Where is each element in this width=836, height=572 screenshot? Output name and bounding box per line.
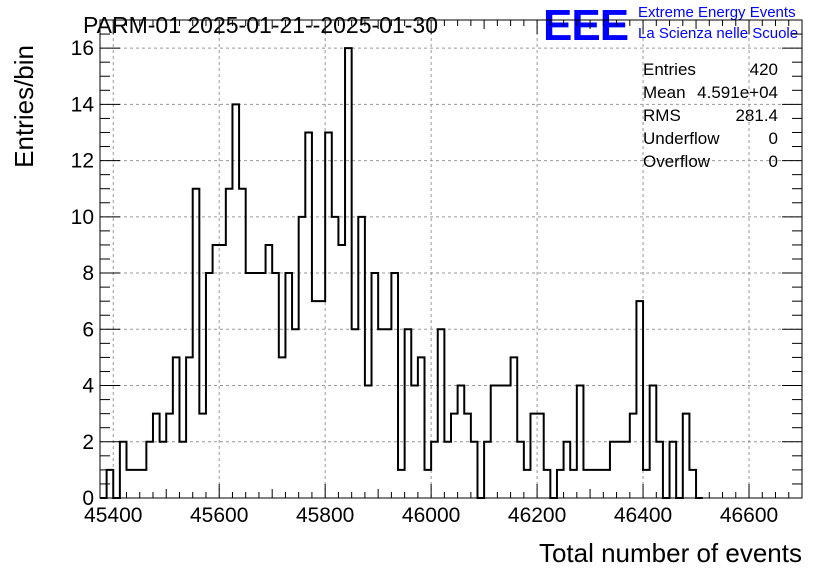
eee-logo: EEE Extreme Energy Events La Scienza nel… — [543, 1, 798, 50]
y-tick-label: 16 — [71, 37, 94, 60]
stat-label: Mean — [643, 83, 686, 102]
histogram-bin — [199, 414, 206, 498]
histogram-bin — [279, 357, 286, 498]
histogram-bin — [140, 470, 147, 498]
y-tick-label: 14 — [71, 93, 95, 116]
histogram-bin — [590, 470, 597, 498]
y-tick-label: 0 — [82, 487, 94, 510]
histogram-bin — [266, 245, 273, 498]
stat-label: RMS — [643, 106, 681, 125]
stat-label: Overflow — [643, 152, 711, 171]
stat-value: 281.4 — [735, 106, 778, 125]
histogram-bin — [643, 470, 650, 498]
eee-logo-line1: Extreme Energy Events — [638, 4, 796, 21]
histogram-bin — [378, 329, 385, 498]
stat-value: 420 — [750, 60, 778, 79]
histogram-bin — [133, 470, 140, 498]
y-tick-label: 4 — [82, 375, 94, 398]
y-tick-label: 12 — [71, 150, 94, 173]
stat-value: 0 — [769, 152, 778, 171]
x-tick-label: 46000 — [402, 504, 460, 527]
histogram-bin — [570, 470, 577, 498]
histogram-bin — [623, 442, 630, 498]
histogram-bin — [524, 470, 531, 498]
x-tick-label: 45600 — [190, 504, 248, 527]
tick-labels: 45400 45600 45800 46000 46200 46400 46600 0 2 4 6 8… — [71, 37, 779, 527]
x-tick-label: 46200 — [508, 504, 566, 527]
histogram-outline — [100, 47, 703, 499]
histogram-bin — [617, 442, 624, 498]
histogram-bin — [338, 245, 345, 498]
histogram-bin — [444, 442, 451, 498]
histogram-bin — [332, 217, 339, 498]
x-tick-label: 46600 — [720, 504, 778, 527]
y-axis-title: Entries/bin — [9, 45, 39, 168]
stat-value: 4.591e+04 — [697, 83, 778, 102]
eee-logo-mark: EEE — [543, 1, 628, 50]
stat-label: Underflow — [643, 129, 720, 148]
x-tick-label: 46400 — [614, 504, 672, 527]
histogram-bin — [213, 245, 220, 498]
y-tick-label: 6 — [82, 318, 94, 341]
x-axis-title: Total number of events — [539, 538, 802, 568]
histogram-bin — [385, 329, 392, 498]
y-tick-label: 10 — [71, 206, 94, 229]
y-tick-label: 2 — [82, 431, 94, 454]
histogram-bin — [425, 470, 432, 498]
histogram-bin — [603, 470, 610, 498]
stat-label: Entries — [643, 60, 696, 79]
histogram-bin — [179, 442, 186, 498]
chart-title: PARM-01 2025-01-21--2025-01-30 — [83, 12, 438, 38]
eee-logo-line2: La Scienza nelle Scuole — [638, 25, 798, 42]
histogram-bin — [597, 470, 604, 498]
histogram-bin — [583, 470, 590, 498]
stat-value: 0 — [769, 129, 778, 148]
histogram-bin — [160, 442, 167, 498]
histogram-bin — [319, 301, 326, 498]
x-tick-label: 45800 — [296, 504, 354, 527]
histogram-bin — [398, 470, 405, 498]
histogram-bars — [100, 47, 703, 499]
axes — [99, 19, 803, 499]
histogram-bin — [126, 470, 133, 498]
histogram-bin — [219, 245, 226, 498]
histogram-bin — [312, 301, 319, 498]
histogram-bin — [292, 329, 299, 498]
stats-box: Entries 420 Mean 4.591e+04 RMS 281.4 Underflow… — [643, 60, 778, 171]
x-tick-label: 45400 — [84, 504, 142, 527]
histogram-bin — [352, 329, 359, 498]
y-tick-label: 8 — [82, 262, 94, 285]
